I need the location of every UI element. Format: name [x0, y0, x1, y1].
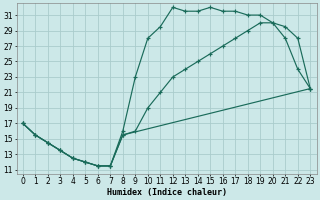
- X-axis label: Humidex (Indice chaleur): Humidex (Indice chaleur): [107, 188, 227, 197]
